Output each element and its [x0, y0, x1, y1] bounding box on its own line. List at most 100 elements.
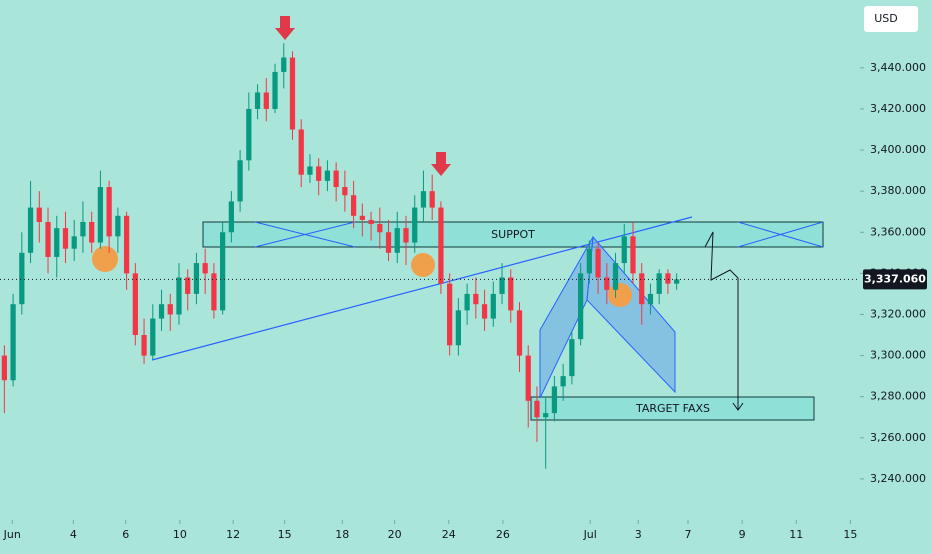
candle-body: [569, 339, 575, 377]
target-zone: [530, 396, 815, 421]
candle-body: [281, 57, 287, 72]
candle-body: [551, 386, 558, 414]
candle-body: [490, 293, 496, 319]
candle-body: [263, 92, 269, 109]
candle-body: [665, 273, 671, 284]
candle-body: [455, 310, 461, 346]
target-label: TARGET FAXS: [635, 402, 710, 415]
candle-body: [167, 304, 173, 315]
last-price-box: [863, 269, 927, 290]
candle-body: [385, 232, 392, 253]
candle-body: [237, 160, 243, 202]
y-tick-label: 3,380.000: [870, 184, 926, 197]
candle-body: [429, 191, 435, 208]
candle-body: [97, 187, 104, 243]
x-tick-label: 7: [685, 528, 692, 541]
candle-body: [342, 187, 348, 196]
x-tick-label: 9: [739, 528, 746, 541]
candle-body: [516, 310, 523, 356]
candle-body: [150, 318, 156, 356]
candle-body: [36, 207, 42, 222]
candle-body: [674, 279, 680, 284]
candle-body: [447, 283, 453, 346]
support-label: SUPPOT: [491, 228, 535, 241]
candle-body: [534, 400, 540, 418]
candle-body: [612, 263, 619, 290]
candle-body: [228, 201, 234, 233]
candle-body: [350, 195, 357, 216]
candle-body: [158, 304, 165, 319]
candle-body: [298, 129, 304, 175]
candle-body: [420, 191, 427, 208]
x-tick-label: 6: [122, 528, 129, 541]
candle-body: [27, 207, 34, 253]
candle-body: [499, 277, 505, 294]
candle-body: [141, 335, 147, 356]
marker-circle: [92, 246, 118, 272]
candle-body: [438, 207, 444, 284]
candle-body: [630, 236, 636, 274]
marker-circle: [411, 253, 435, 277]
candle-body: [639, 273, 645, 305]
candle-body: [45, 221, 51, 257]
candle-body: [586, 248, 592, 274]
currency-label: USD: [874, 12, 898, 25]
candle-body: [333, 170, 339, 188]
candle-body: [254, 92, 261, 109]
candle-body: [621, 236, 627, 264]
candle-body: [10, 304, 16, 381]
y-tick-label: 3,260.000: [870, 431, 926, 444]
candle-body: [246, 108, 252, 161]
candle-body: [185, 277, 191, 294]
annotations: SUPPOT TARGET FAXS: [92, 16, 824, 421]
candle-body: [54, 228, 60, 257]
candle-body: [604, 277, 610, 290]
candle-body: [577, 273, 584, 340]
candle-body: [289, 57, 296, 130]
candle-body: [403, 228, 409, 243]
y-tick-label: 3,300.000: [870, 349, 926, 362]
candle-body: [211, 273, 217, 311]
candle-body: [525, 355, 531, 401]
candle-body: [647, 293, 654, 305]
x-tick-label: 12: [226, 528, 240, 541]
candle-body: [359, 215, 365, 220]
candle-body: [106, 187, 112, 237]
x-tick-label: 3: [635, 528, 642, 541]
x-tick-label: 4: [70, 528, 77, 541]
y-tick-label: 3,360.000: [870, 225, 926, 238]
candle-body: [412, 207, 418, 243]
candle-body: [1, 355, 7, 381]
candle-body: [307, 166, 313, 175]
candle-body: [176, 277, 182, 315]
candle-body: [324, 170, 331, 181]
candle-body: [220, 232, 226, 311]
candle-body: [508, 277, 514, 311]
x-tick-label: Jun: [3, 528, 21, 541]
candle-body: [193, 263, 200, 294]
x-tick-label: 10: [173, 528, 187, 541]
candle-body: [19, 252, 25, 305]
projection-path: [704, 231, 744, 411]
candle-body: [464, 293, 470, 311]
candle-body: [368, 219, 374, 225]
y-tick-label: 3,280.000: [870, 390, 926, 403]
x-tick-label: 15: [843, 528, 857, 541]
candle-body: [202, 263, 208, 274]
y-tick-label: 3,400.000: [870, 143, 926, 156]
x-tick-label: 26: [496, 528, 510, 541]
candle-body: [115, 215, 121, 237]
y-tick-label: 3,240.000: [870, 472, 926, 485]
currency-box: [864, 6, 918, 32]
candle-body: [89, 221, 95, 243]
candle-body: [71, 236, 77, 249]
candle-body: [656, 273, 662, 294]
x-tick-label: 20: [388, 528, 402, 541]
candle-body: [123, 215, 130, 274]
marker-circle: [608, 283, 632, 307]
down-arrow: [431, 152, 451, 176]
down-arrow: [275, 16, 295, 40]
candle-body: [132, 273, 138, 336]
